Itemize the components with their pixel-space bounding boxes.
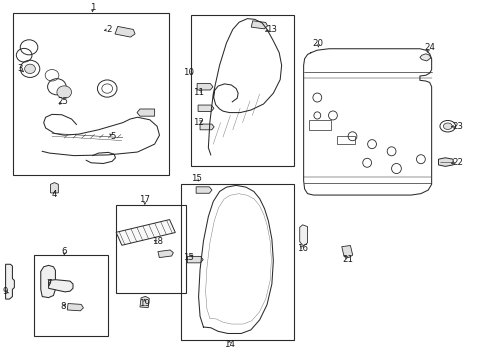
Polygon shape xyxy=(50,183,58,193)
Polygon shape xyxy=(41,265,55,298)
Text: 25: 25 xyxy=(58,96,69,105)
Bar xyxy=(181,184,294,339)
Polygon shape xyxy=(137,109,155,116)
Text: 19: 19 xyxy=(139,299,150,308)
Polygon shape xyxy=(342,246,353,257)
Bar xyxy=(191,15,294,166)
Text: 18: 18 xyxy=(151,237,163,246)
Text: 13: 13 xyxy=(267,25,277,34)
Text: 24: 24 xyxy=(424,43,435,52)
Polygon shape xyxy=(158,250,173,257)
Polygon shape xyxy=(115,26,135,37)
Text: 5: 5 xyxy=(110,132,116,141)
Text: 2: 2 xyxy=(106,25,112,34)
Polygon shape xyxy=(251,21,268,29)
Polygon shape xyxy=(67,303,83,311)
Bar xyxy=(309,120,331,130)
Ellipse shape xyxy=(57,86,72,98)
Ellipse shape xyxy=(443,123,452,130)
Bar xyxy=(13,13,169,175)
Polygon shape xyxy=(140,296,149,307)
Text: 6: 6 xyxy=(61,247,67,256)
Text: 15: 15 xyxy=(191,174,202,183)
Ellipse shape xyxy=(24,64,35,73)
Text: 20: 20 xyxy=(313,39,324,48)
Polygon shape xyxy=(49,280,73,292)
Text: 8: 8 xyxy=(60,302,66,311)
Text: 9: 9 xyxy=(3,287,8,296)
Text: 12: 12 xyxy=(193,118,204,127)
Polygon shape xyxy=(420,54,431,61)
Polygon shape xyxy=(5,264,14,299)
Polygon shape xyxy=(187,256,203,263)
Bar xyxy=(337,136,355,144)
Text: 3: 3 xyxy=(18,64,23,73)
Text: 16: 16 xyxy=(297,244,308,253)
Text: 15: 15 xyxy=(183,253,195,262)
Text: 10: 10 xyxy=(183,68,195,77)
Polygon shape xyxy=(200,124,214,130)
Text: 11: 11 xyxy=(193,87,204,96)
Polygon shape xyxy=(196,187,212,193)
Text: 4: 4 xyxy=(51,190,57,199)
Polygon shape xyxy=(439,158,453,166)
Text: 23: 23 xyxy=(452,122,463,131)
Text: 22: 22 xyxy=(452,158,463,167)
Text: 17: 17 xyxy=(139,195,150,204)
Text: 21: 21 xyxy=(342,255,353,264)
Polygon shape xyxy=(198,105,214,112)
Text: 14: 14 xyxy=(224,341,235,350)
Polygon shape xyxy=(197,84,213,90)
Polygon shape xyxy=(300,225,308,245)
Polygon shape xyxy=(116,220,175,245)
Bar xyxy=(116,205,186,293)
Text: 7: 7 xyxy=(46,279,51,288)
Text: 1: 1 xyxy=(90,3,95,12)
Bar xyxy=(34,255,108,336)
